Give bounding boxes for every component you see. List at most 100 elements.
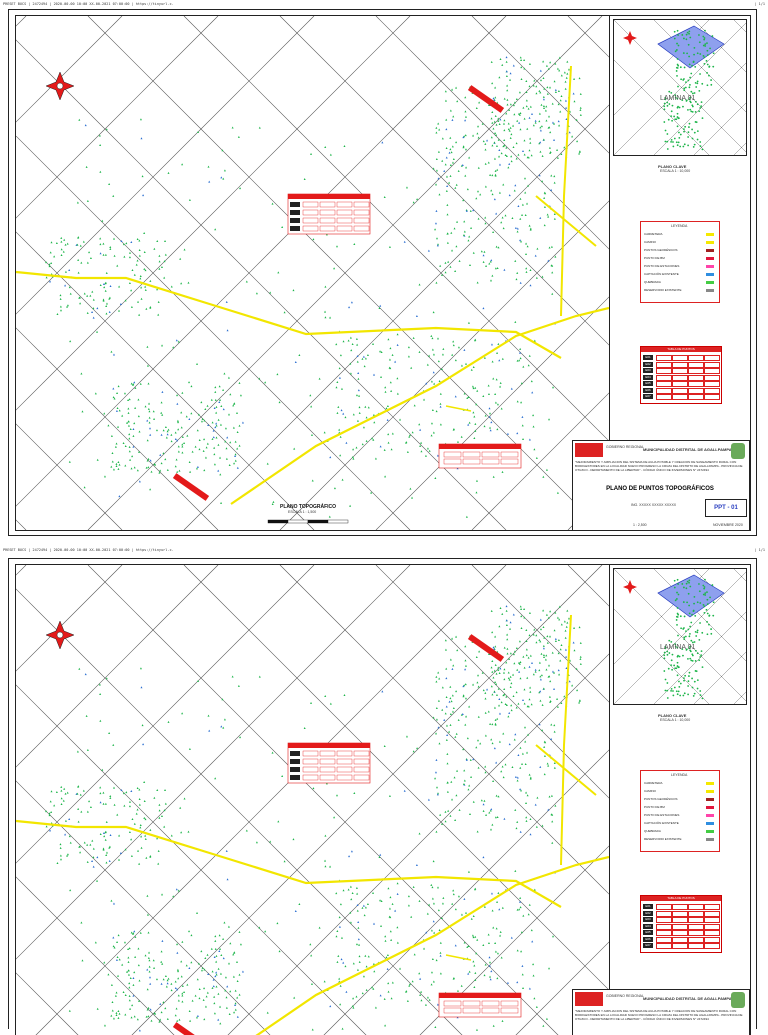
- survey-point: [542, 625, 545, 628]
- north-arrow-icon: [623, 580, 637, 594]
- survey-point: [407, 355, 410, 358]
- survey-point: [219, 972, 222, 975]
- survey-point: [77, 820, 80, 823]
- survey-point: [139, 826, 142, 829]
- survey-point: [292, 838, 295, 841]
- survey-point: [452, 428, 455, 431]
- survey-point: [127, 956, 130, 959]
- survey-point: [553, 181, 556, 184]
- survey-point: [424, 1003, 427, 1006]
- map-area[interactable]: PLANO TOPOGRÁFICO ESCALA 1 : 1,500: [16, 16, 750, 530]
- table-row: E07: [643, 394, 720, 400]
- survey-point: [408, 983, 411, 986]
- survey-point: [457, 718, 460, 721]
- survey-point: [341, 478, 344, 481]
- survey-point: [206, 404, 209, 407]
- survey-point: [92, 316, 95, 319]
- survey-point: [125, 242, 128, 245]
- survey-point: [539, 69, 542, 72]
- survey-point: [450, 780, 453, 783]
- table-cell: [319, 750, 336, 757]
- survey-point: [80, 261, 83, 264]
- survey-point: [113, 254, 116, 257]
- survey-point: [551, 841, 554, 844]
- table-row-id: E03: [643, 917, 653, 922]
- survey-point: [676, 612, 679, 615]
- survey-point: [550, 188, 553, 191]
- survey-point: [340, 936, 343, 939]
- survey-point: [174, 980, 177, 983]
- survey-point: [499, 607, 502, 610]
- map-area[interactable]: [16, 565, 750, 1035]
- survey-point: [698, 34, 700, 36]
- grid-lines: [16, 565, 750, 1035]
- legend-item-label: PUNTOS GEODÉSICOS: [644, 797, 678, 801]
- survey-point: [687, 693, 690, 696]
- survey-point: [464, 362, 467, 365]
- survey-point: [518, 91, 521, 94]
- survey-point: [710, 83, 713, 86]
- table-row-id: E07: [643, 394, 653, 399]
- survey-point: [671, 104, 674, 107]
- survey-point: [700, 101, 703, 104]
- survey-point: [709, 596, 711, 599]
- survey-point: [118, 409, 121, 412]
- survey-point: [103, 1024, 106, 1027]
- survey-point: [703, 37, 706, 39]
- survey-point: [500, 221, 503, 224]
- survey-point: [117, 974, 120, 977]
- survey-point: [489, 260, 492, 263]
- survey-point: [464, 723, 467, 726]
- survey-point: [128, 800, 131, 803]
- survey-point: [472, 800, 475, 803]
- survey-point: [688, 612, 691, 615]
- survey-point: [675, 667, 678, 670]
- survey-point: [81, 959, 84, 962]
- survey-point: [543, 636, 546, 639]
- survey-point: [526, 202, 529, 205]
- survey-point: [418, 350, 421, 353]
- survey-point: [225, 447, 228, 450]
- survey-point: [467, 972, 470, 975]
- survey-point: [115, 1013, 118, 1016]
- survey-point: [435, 281, 438, 284]
- survey-point: [696, 679, 699, 682]
- survey-point: [214, 426, 217, 429]
- survey-point: [224, 989, 227, 992]
- survey-point: [684, 674, 687, 677]
- survey-point: [436, 1003, 439, 1006]
- survey-point: [541, 154, 544, 157]
- survey-point: [700, 105, 703, 108]
- survey-point: [453, 776, 456, 779]
- survey-point: [515, 157, 518, 160]
- survey-point: [462, 748, 465, 751]
- survey-point: [435, 959, 438, 962]
- survey-point: [385, 407, 388, 410]
- survey-point: [452, 889, 455, 892]
- survey-point: [163, 825, 166, 828]
- survey-point: [134, 955, 137, 958]
- table-cell: [481, 451, 500, 458]
- survey-point: [505, 155, 508, 158]
- survey-point: [494, 114, 497, 117]
- survey-point: [163, 276, 166, 279]
- table-cell: [302, 225, 319, 232]
- survey-point: [142, 194, 145, 197]
- table-cell: [290, 202, 300, 207]
- survey-point: [516, 271, 519, 274]
- survey-point: [547, 616, 550, 619]
- survey-point: [183, 442, 186, 445]
- survey-point: [565, 625, 568, 628]
- survey-point: [190, 385, 193, 388]
- survey-point: [449, 814, 452, 817]
- table-cell: [688, 910, 704, 917]
- survey-point: [127, 973, 130, 976]
- survey-point: [535, 92, 538, 95]
- survey-point: [220, 501, 223, 504]
- survey-point: [498, 625, 501, 628]
- survey-point: [269, 291, 272, 294]
- survey-point: [128, 805, 131, 808]
- survey-point: [432, 353, 435, 356]
- survey-point: [224, 976, 227, 979]
- survey-point: [518, 908, 521, 911]
